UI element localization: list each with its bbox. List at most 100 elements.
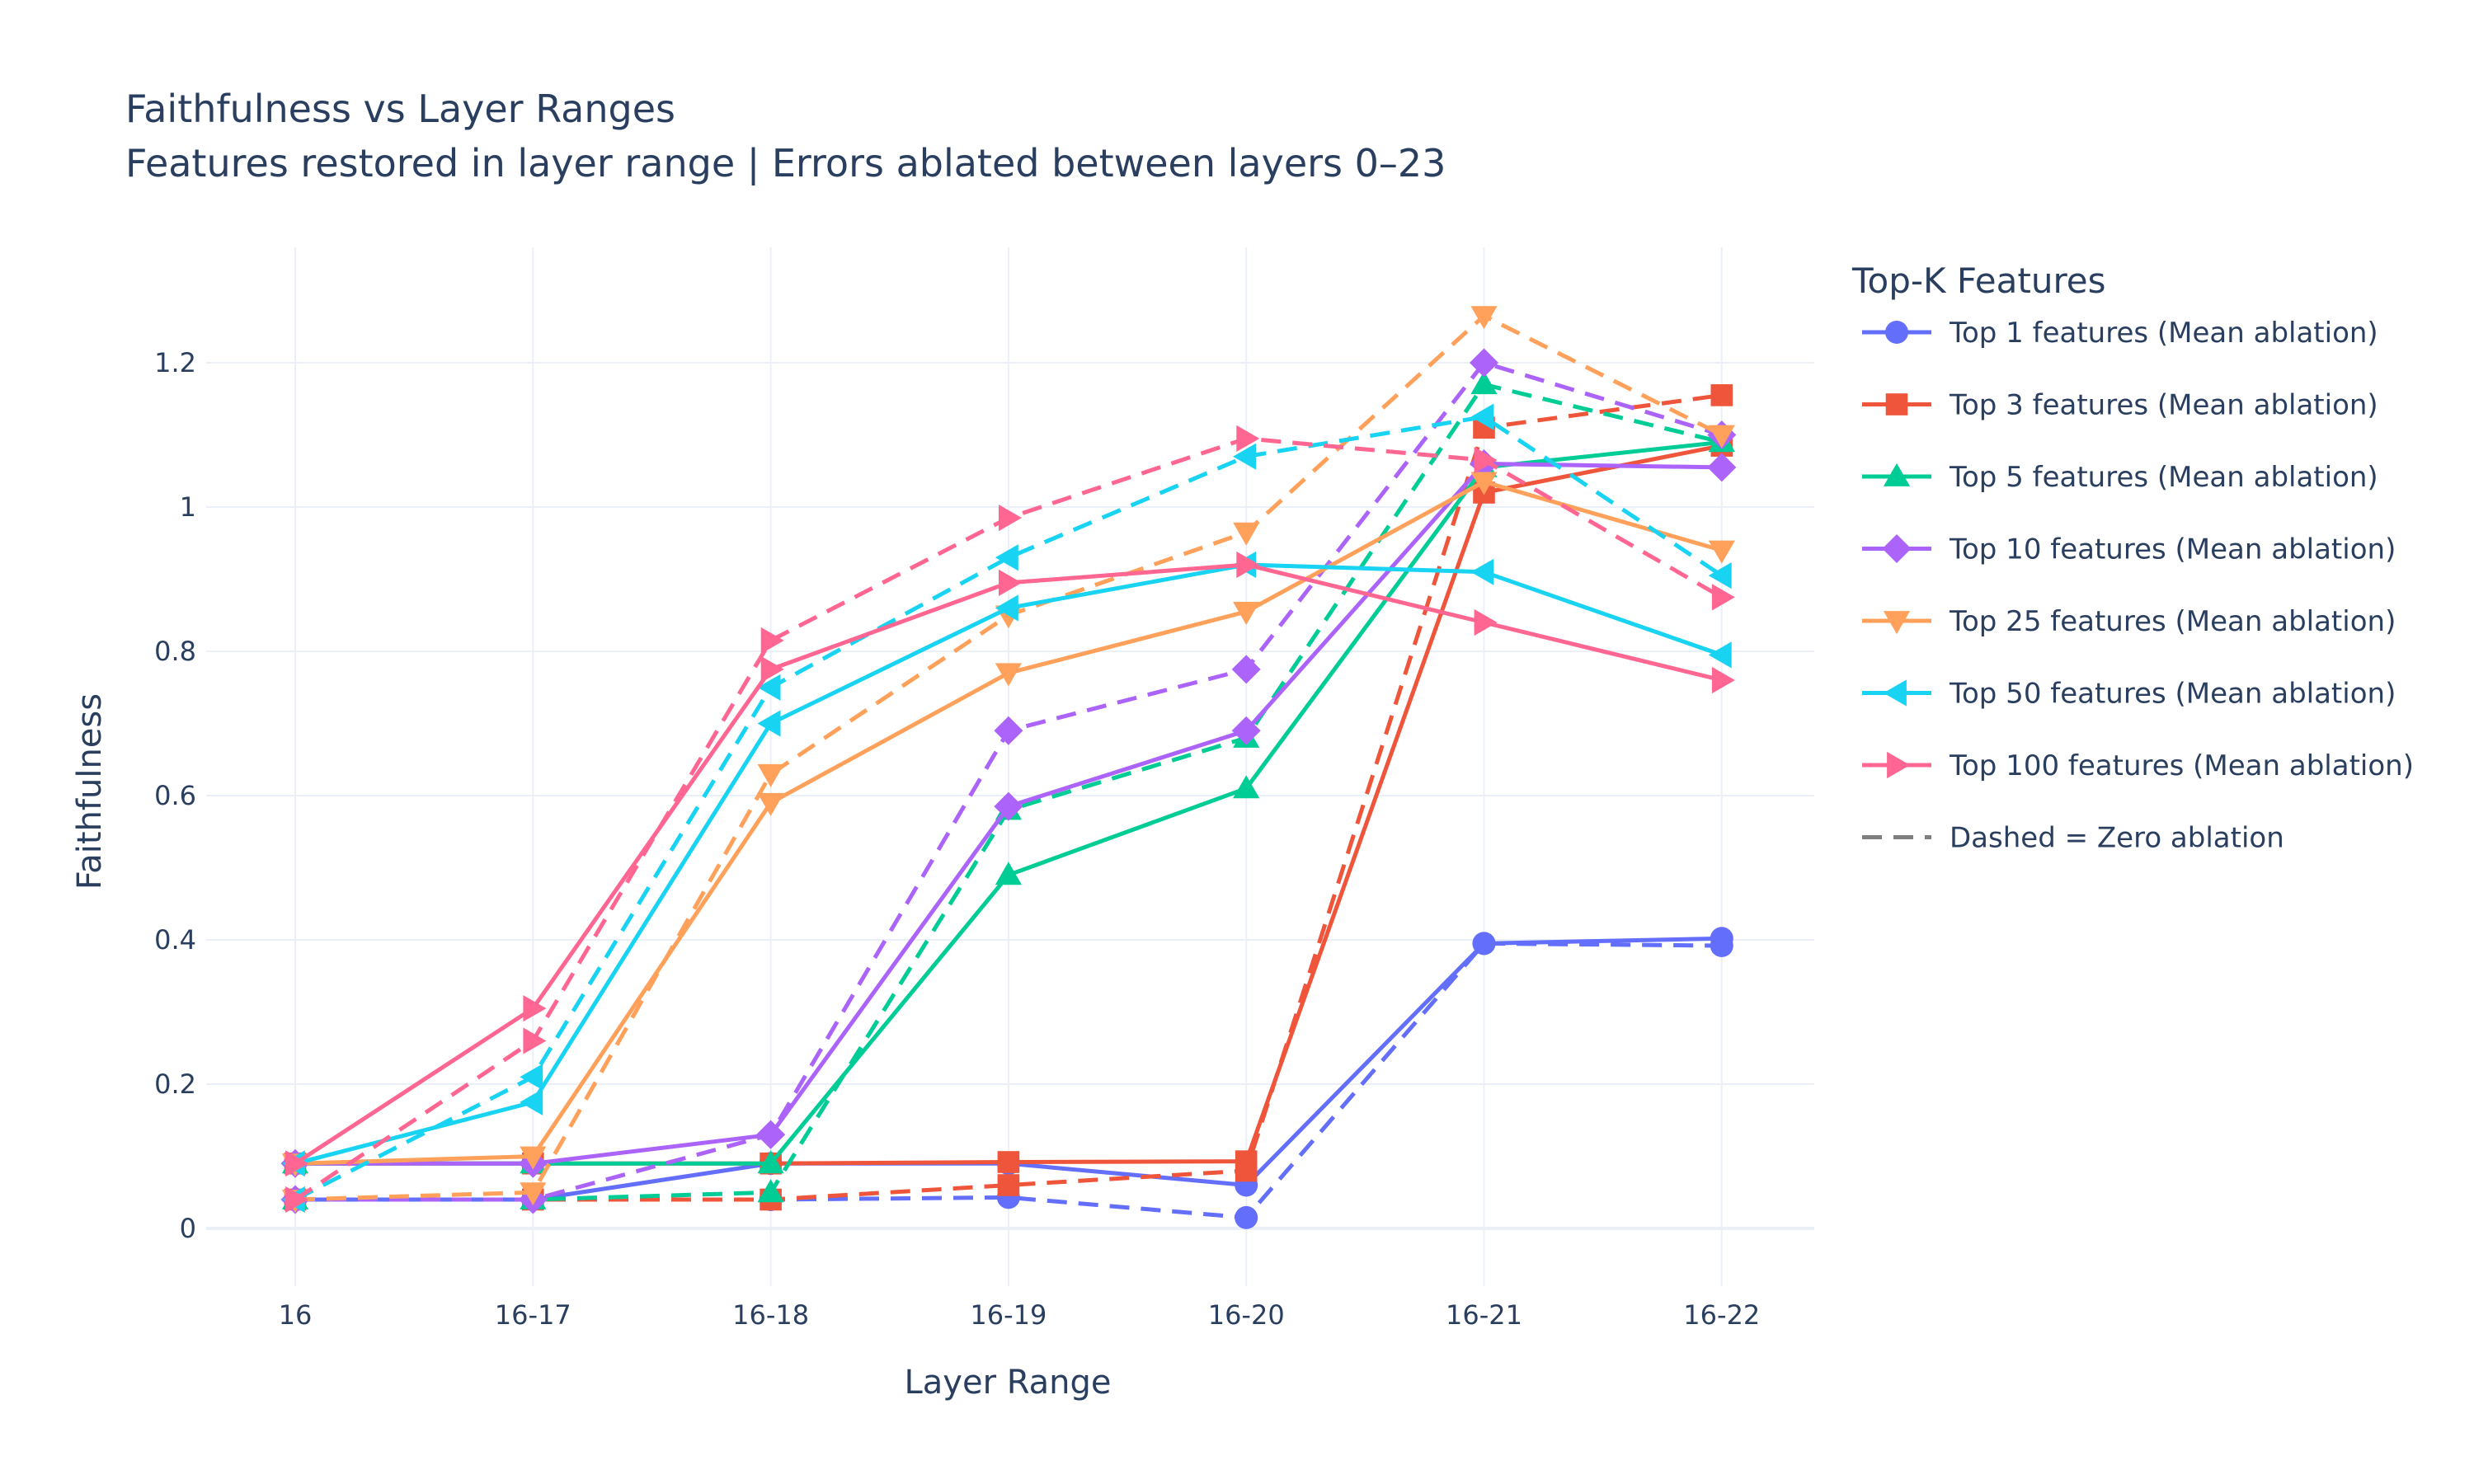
y-tick-label: 1.2 — [154, 347, 196, 378]
plot-series — [280, 306, 1737, 1229]
x-tick-label: 16-19 — [970, 1299, 1047, 1331]
legend-marker-swatch — [1883, 679, 1907, 707]
data-point — [994, 716, 1023, 745]
data-point — [1235, 1159, 1258, 1182]
x-tick-label: 16-18 — [732, 1299, 809, 1331]
x-tick-label: 16-22 — [1683, 1299, 1760, 1331]
data-point — [995, 594, 1018, 622]
legend-title: Top-K Features — [1851, 261, 2106, 301]
data-point — [1470, 472, 1498, 495]
data-point — [760, 655, 784, 683]
data-point — [757, 710, 781, 737]
data-point — [995, 544, 1018, 571]
data-point — [1470, 403, 1494, 430]
data-point — [1472, 932, 1496, 956]
series-9 — [281, 472, 1735, 1177]
legend-marker-swatch — [1885, 321, 1908, 344]
data-point — [994, 791, 1023, 821]
data-point — [1233, 443, 1257, 470]
y-tick-label: 0.2 — [154, 1068, 196, 1100]
legend-item: Top 10 features (Mean ablation) — [1862, 533, 2396, 566]
x-tick-label: 16 — [279, 1299, 313, 1331]
data-point — [1236, 551, 1260, 579]
data-point — [1710, 934, 1733, 957]
legend-item: Top 3 features (Mean ablation) — [1862, 389, 2378, 422]
data-point — [1711, 584, 1735, 611]
legend-marker-swatch — [1882, 534, 1912, 563]
y-tick-label: 0 — [180, 1213, 196, 1244]
chart-subtitle: Features restored in layer range | Error… — [125, 141, 1446, 186]
y-axis-ticks: 0 0.2 0.4 0.6 0.8 1 1.2 — [154, 347, 196, 1244]
series-12 — [281, 403, 1732, 1214]
data-point — [757, 1179, 784, 1203]
y-tick-label: 0.8 — [154, 636, 196, 667]
data-point — [1708, 562, 1732, 589]
legend-label: Top 1 features (Mean ablation) — [1949, 317, 2378, 350]
data-point — [1710, 384, 1733, 406]
data-point — [1235, 1205, 1258, 1229]
data-point — [1470, 371, 1498, 395]
data-point — [1236, 425, 1260, 452]
data-point — [995, 663, 1022, 687]
data-point — [523, 995, 547, 1022]
legend-marker-swatch — [1883, 463, 1911, 486]
legend-label: Top 100 features (Mean ablation) — [1949, 749, 2414, 782]
data-point — [1470, 348, 1498, 378]
legend-item: Top 5 features (Mean ablation) — [1862, 461, 2378, 494]
y-tick-label: 1 — [180, 491, 196, 523]
data-point — [1233, 602, 1260, 625]
data-point — [1707, 453, 1737, 482]
legend-label: Top 25 features (Mean ablation) — [1949, 605, 2396, 638]
legend-label: Top 50 features (Mean ablation) — [1949, 678, 2396, 711]
x-tick-label: 16-17 — [495, 1299, 571, 1331]
series-14 — [285, 425, 1735, 1214]
data-point — [1231, 716, 1261, 745]
data-point — [997, 1151, 1020, 1173]
data-point — [1708, 425, 1735, 448]
y-tick-label: 0.6 — [154, 780, 196, 811]
grid — [206, 247, 1814, 1286]
data-point — [756, 1120, 786, 1149]
legend-item: Top 25 features (Mean ablation) — [1862, 605, 2396, 638]
data-point — [520, 1088, 543, 1115]
legend-item-dashed-note: Dashed = Zero ablation — [1862, 822, 2284, 855]
legend-label: Top 5 features (Mean ablation) — [1949, 461, 2378, 494]
y-axis-title: Faithfulness — [71, 693, 109, 890]
legend-items: Top 1 features (Mean ablation) Top 3 feat… — [1862, 317, 2414, 855]
data-point — [995, 862, 1022, 885]
y-tick-label: 0.4 — [154, 924, 196, 956]
data-point — [523, 1027, 547, 1054]
series-11 — [281, 551, 1732, 1177]
x-axis-title: Layer Range — [904, 1364, 1111, 1402]
legend-item: Top 50 features (Mean ablation) — [1862, 678, 2396, 711]
legend-label: Top 3 features (Mean ablation) — [1949, 389, 2378, 422]
legend-marker-swatch — [1887, 751, 1911, 779]
data-point — [1711, 666, 1735, 694]
legend-item: Top 100 features (Mean ablation) — [1862, 749, 2414, 782]
data-point — [1470, 558, 1494, 585]
data-point — [1474, 447, 1498, 474]
data-point — [757, 763, 784, 787]
data-point — [520, 1146, 547, 1170]
x-axis-ticks: 16 16-17 16-18 16-19 16-20 16-21 16-22 — [279, 1299, 1761, 1331]
data-point — [1231, 655, 1261, 684]
legend: Top-K Features Top 1 features (Mean abla… — [1851, 261, 2414, 855]
data-point — [1470, 306, 1498, 330]
data-point — [760, 627, 784, 654]
legend-item: Top 1 features (Mean ablation) — [1862, 317, 2378, 350]
series-13 — [285, 551, 1735, 1177]
legend-marker-swatch — [1883, 611, 1911, 635]
legend-marker-swatch — [1885, 393, 1908, 416]
data-point — [1708, 540, 1735, 564]
x-tick-label: 16-21 — [1446, 1299, 1522, 1331]
data-point — [757, 792, 784, 816]
data-point — [757, 1150, 784, 1174]
data-point — [997, 1174, 1020, 1196]
data-point — [1474, 608, 1498, 636]
data-point — [1708, 641, 1732, 669]
data-point — [520, 1064, 543, 1091]
data-point — [520, 1182, 547, 1206]
x-tick-label: 16-20 — [1208, 1299, 1285, 1331]
data-point — [999, 569, 1022, 596]
data-point — [999, 505, 1022, 532]
